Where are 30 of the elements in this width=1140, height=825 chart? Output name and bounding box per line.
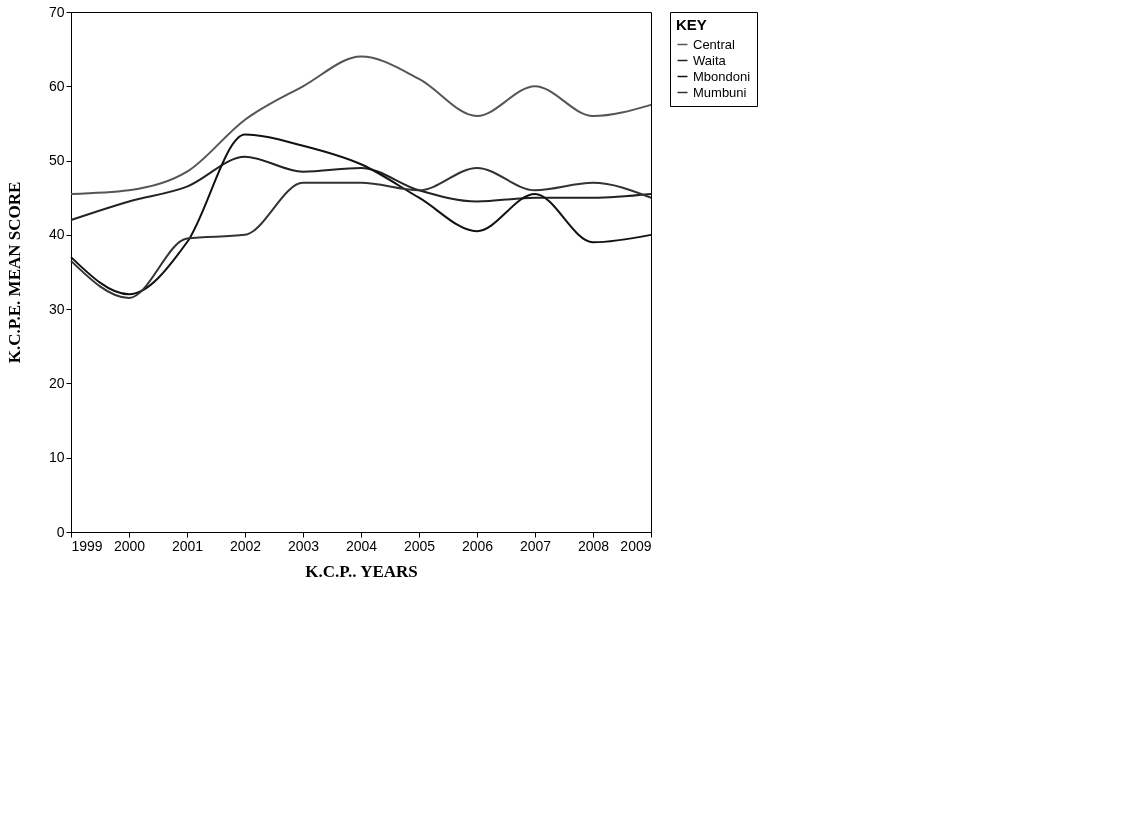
y-tick-label: 70 xyxy=(48,3,65,20)
x-tick-label: 2009 xyxy=(620,537,652,554)
y-tick-label: 50 xyxy=(48,152,65,169)
line-series xyxy=(70,133,652,296)
x-tick-label: 2002 xyxy=(229,537,262,554)
legend-label: Mbondoni xyxy=(693,68,751,84)
y-tick-label: 40 xyxy=(48,226,65,243)
x-axis-title: K.C.P.. YEARS xyxy=(305,561,418,581)
y-axis-title: K.C.P.E. MEAN SCORE xyxy=(4,181,24,364)
y-tick-label: 20 xyxy=(48,374,65,391)
x-tick-label: 2007 xyxy=(519,537,552,554)
x-tick-label: 2005 xyxy=(403,537,436,554)
line-series xyxy=(70,155,652,221)
y-tick-label: 10 xyxy=(48,449,65,466)
x-tick-label: 2006 xyxy=(461,537,494,554)
x-tick-label: 2004 xyxy=(345,537,378,554)
legend-label: Mumbuni xyxy=(693,84,747,100)
x-tick-label: 2001 xyxy=(171,537,204,554)
legend-title: KEY xyxy=(676,16,707,33)
x-tick-label: 2008 xyxy=(577,537,610,554)
y-tick-label: 30 xyxy=(48,300,65,317)
line-series xyxy=(70,167,652,299)
x-tick-label: 1999 xyxy=(71,537,103,554)
x-tick-label: 2003 xyxy=(287,537,320,554)
legend-label: Waita xyxy=(693,52,727,68)
y-tick-label: 60 xyxy=(48,77,65,94)
legend-label: Central xyxy=(693,36,736,52)
line-series xyxy=(70,55,652,195)
y-tick-label: 0 xyxy=(56,523,65,540)
x-tick-label: 2000 xyxy=(113,537,146,554)
